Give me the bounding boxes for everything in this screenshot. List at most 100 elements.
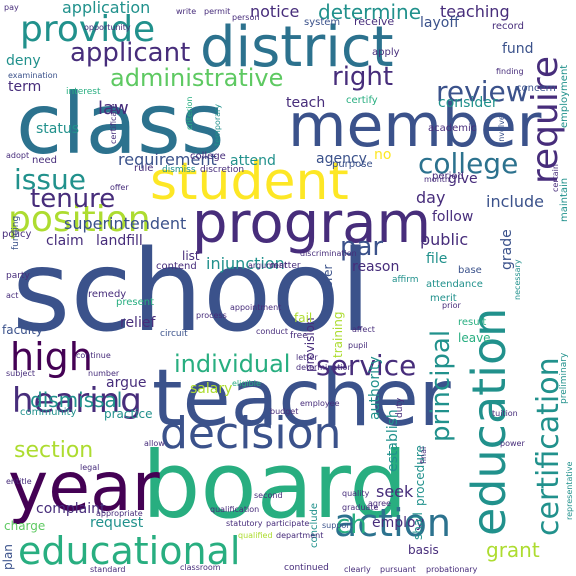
cloud-word: pay	[4, 3, 19, 12]
cloud-word: adopt	[6, 151, 30, 160]
cloud-word: attendance	[426, 279, 483, 290]
cloud-word: discrimination	[300, 249, 357, 258]
cloud-word: member	[288, 91, 542, 161]
cloud-word: matter	[270, 261, 301, 271]
cloud-word: no	[374, 147, 392, 163]
cloud-word: final	[419, 446, 428, 464]
cloud-word: superintendent	[64, 214, 187, 233]
cloud-word: college	[418, 147, 519, 180]
cloud-word: party	[6, 271, 30, 281]
cloud-word: layoff	[420, 15, 459, 31]
cloud-word: tuition	[492, 409, 518, 418]
cloud-word: college	[190, 151, 226, 162]
cloud-word: give	[448, 171, 478, 187]
cloud-word: review	[436, 75, 529, 108]
cloud-word: issue	[14, 163, 86, 196]
cloud-word: free	[290, 331, 308, 341]
cloud-word: discretion	[200, 165, 245, 175]
cloud-word: person	[232, 13, 260, 22]
cloud-word: establish	[385, 409, 401, 472]
cloud-word: representative	[565, 461, 574, 520]
cloud-word: position	[8, 199, 151, 240]
cloud-word: necessary	[513, 259, 522, 300]
cloud-word: relief	[120, 315, 156, 331]
cloud-word: process	[196, 311, 227, 320]
cloud-word: certificate	[109, 103, 118, 144]
cloud-word: consider	[438, 95, 498, 111]
cloud-word: policy	[2, 229, 32, 240]
cloud-word: teaching	[440, 2, 510, 21]
cloud-word: act	[6, 291, 19, 300]
cloud-word: employment	[559, 64, 570, 128]
cloud-word: public	[420, 230, 469, 249]
cloud-word: basis	[408, 543, 439, 557]
cloud-word: department	[276, 531, 324, 540]
cloud-word: decision	[160, 408, 342, 459]
cloud-word: applicant	[70, 38, 191, 68]
cloud-word: ch	[336, 510, 367, 540]
cloud-word: authority	[367, 356, 383, 420]
cloud-word: circuit	[160, 329, 188, 339]
cloud-word: reason	[352, 259, 400, 275]
cloud-word: budget	[270, 407, 299, 416]
cloud-word: complaint	[36, 501, 106, 517]
cloud-word: application	[62, 0, 151, 17]
cloud-word: high	[10, 335, 93, 379]
cloud-word: status	[36, 121, 80, 137]
cloud-word: follow	[432, 209, 474, 225]
cloud-word: claim	[46, 233, 84, 249]
cloud-word: certain	[551, 164, 560, 192]
cloud-word: appointment	[230, 303, 282, 312]
cloud-word: par	[340, 232, 384, 262]
cloud-word: program	[192, 191, 432, 256]
cloud-word: affect	[352, 325, 375, 334]
cloud-word: plan	[1, 544, 15, 570]
cloud-word: probationary	[426, 565, 478, 574]
cloud-word: dismissal	[30, 388, 123, 412]
cloud-word: letter	[296, 353, 318, 362]
cloud-word: qualified	[238, 531, 273, 540]
cloud-word: purpose	[332, 159, 373, 170]
cloud-word: fail	[294, 311, 313, 325]
cloud-word: list	[182, 249, 200, 263]
cloud-word: law	[98, 98, 129, 119]
cloud-word: student	[150, 152, 349, 212]
cloud-word: teacher	[152, 354, 451, 444]
cloud-word: interest	[66, 87, 101, 97]
cloud-word: opportunity	[84, 23, 131, 32]
cloud-word: academic	[428, 123, 477, 134]
cloud-word: agency	[316, 151, 367, 167]
cloud-word: receive	[354, 15, 395, 28]
cloud-word: tenure	[30, 184, 116, 214]
cloud-word: deny	[6, 53, 41, 69]
cloud-word: seek	[376, 482, 414, 501]
cloud-word: board	[142, 432, 408, 539]
cloud-word: number	[88, 369, 120, 378]
cloud-word: request	[90, 515, 144, 531]
cloud-word: second	[254, 491, 283, 500]
cloud-word: criterion	[185, 96, 194, 130]
cloud-word: clearly	[344, 565, 371, 574]
cloud-word: quality	[342, 489, 370, 498]
cloud-word: dismiss	[162, 165, 196, 175]
cloud-word: file	[426, 251, 448, 267]
cloud-word: record	[492, 21, 524, 32]
cloud-word: educational	[18, 529, 241, 573]
cloud-word: system	[304, 17, 341, 28]
cloud-word: determine	[318, 0, 422, 24]
cloud-word: include	[486, 192, 544, 211]
cloud-word: contend	[156, 261, 197, 272]
cloud-word: administrative	[110, 64, 284, 92]
cloud-word: present	[116, 297, 155, 308]
cloud-word: training	[331, 311, 345, 359]
cloud-word: argue	[106, 375, 147, 391]
cloud-word: provide	[20, 9, 156, 50]
cloud-word: preliminary	[559, 352, 569, 404]
cloud-word: pursuant	[380, 565, 416, 574]
cloud-word: temporary	[213, 103, 222, 146]
cloud-word: charge	[4, 519, 46, 533]
cloud-word: right	[332, 62, 394, 92]
cloud-word: continue	[76, 351, 111, 360]
cloud-word: apply	[372, 47, 400, 58]
